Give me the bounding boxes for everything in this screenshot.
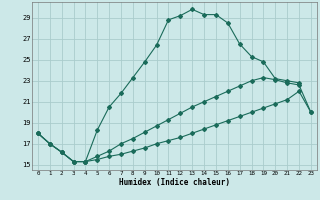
X-axis label: Humidex (Indice chaleur): Humidex (Indice chaleur) [119,178,230,187]
